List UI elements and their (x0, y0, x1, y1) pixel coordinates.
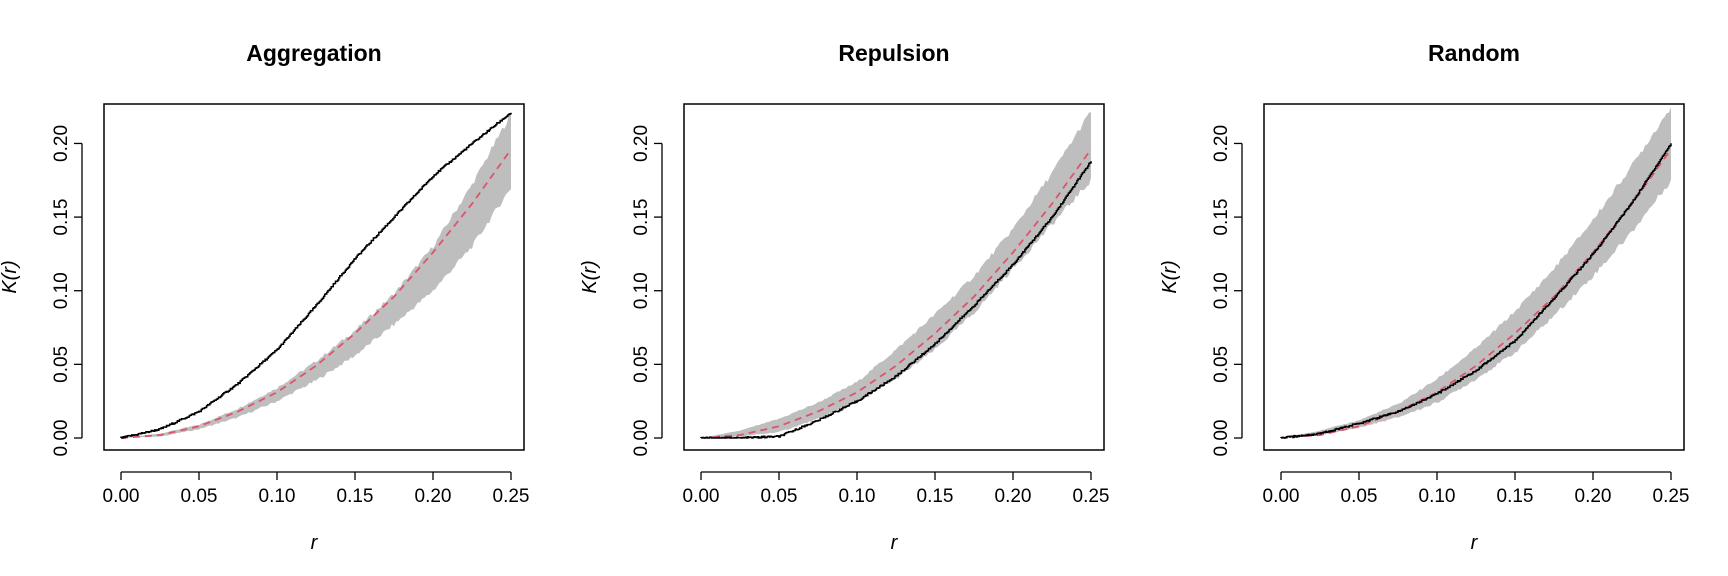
y-tick-label: 0.10 (51, 272, 72, 309)
x-tick-label: 0.20 (995, 486, 1032, 507)
x-tick-label: 0.25 (1653, 486, 1690, 507)
panel-title: Random (1428, 40, 1520, 66)
x-tick-label: 0.20 (1575, 486, 1612, 507)
x-tick-label: 0.15 (917, 486, 954, 507)
x-tick-label: 0.10 (839, 486, 876, 507)
observed-line (1280, 143, 1672, 439)
envelope-band (121, 112, 511, 438)
plot-frame (683, 103, 1105, 451)
plot-frame (1263, 103, 1685, 451)
y-tick-label: 0.05 (1211, 346, 1232, 383)
y-tick-label: 0.00 (631, 420, 652, 457)
x-tick-label: 0.00 (103, 486, 140, 507)
theoretical-line (1280, 148, 1672, 439)
plot-frame (103, 103, 525, 451)
envelope-band (1281, 106, 1671, 439)
observed-line (700, 161, 1092, 439)
y-tick-label: 0.10 (631, 272, 652, 309)
envelope-band (701, 112, 1091, 438)
y-tick-label: 0.00 (1211, 420, 1232, 457)
panel-title: Repulsion (838, 40, 949, 66)
x-tick-label: 0.05 (1341, 486, 1378, 507)
y-tick-label: 0.15 (51, 199, 72, 236)
y-tick-label: 0.05 (51, 346, 72, 383)
y-tick-label: 0.20 (51, 125, 72, 162)
y-tick-label: 0.15 (631, 199, 652, 236)
theoretical-line (700, 148, 1092, 439)
x-axis-label: r (311, 532, 319, 554)
x-tick-label: 0.00 (683, 486, 720, 507)
x-tick-label: 0.25 (493, 486, 530, 507)
x-tick-label: 0.10 (259, 486, 296, 507)
panel-random: Random 0.00 0.05 0.10 0.15 0.20 0.25 r 0.00 0.05 0… (1159, 40, 1689, 554)
y-tick-label: 0.00 (51, 420, 72, 457)
y-axis-label: K(r) (1159, 260, 1181, 293)
y-tick-label: 0.15 (1211, 199, 1232, 236)
x-tick-label: 0.10 (1419, 486, 1456, 507)
y-tick-label: 0.05 (631, 346, 652, 383)
y-tick-label: 0.20 (631, 125, 652, 162)
observed-line (120, 112, 512, 439)
x-tick-label: 0.05 (761, 486, 798, 507)
x-axis-label: r (891, 532, 899, 554)
theoretical-line (120, 148, 512, 439)
panel-repulsion: Repulsion 0.00 0.05 0.10 0.15 0.20 0.25 r 0.00 0.… (579, 40, 1109, 554)
y-axis-label: K(r) (0, 260, 21, 293)
panel-title: Aggregation (246, 40, 381, 66)
x-tick-label: 0.15 (1497, 486, 1534, 507)
x-tick-label: 0.15 (337, 486, 374, 507)
x-tick-label: 0.20 (415, 486, 452, 507)
y-axis-label: K(r) (579, 260, 601, 293)
x-tick-label: 0.25 (1073, 486, 1110, 507)
y-tick-label: 0.10 (1211, 272, 1232, 309)
x-axis-label: r (1471, 532, 1479, 554)
panel-aggregation: Aggregation 0.00 0.05 0.10 0.15 0.20 0.25 r 0.00… (0, 40, 529, 554)
y-tick-label: 0.20 (1211, 125, 1232, 162)
x-tick-label: 0.05 (181, 486, 218, 507)
x-tick-label: 0.00 (1263, 486, 1300, 507)
